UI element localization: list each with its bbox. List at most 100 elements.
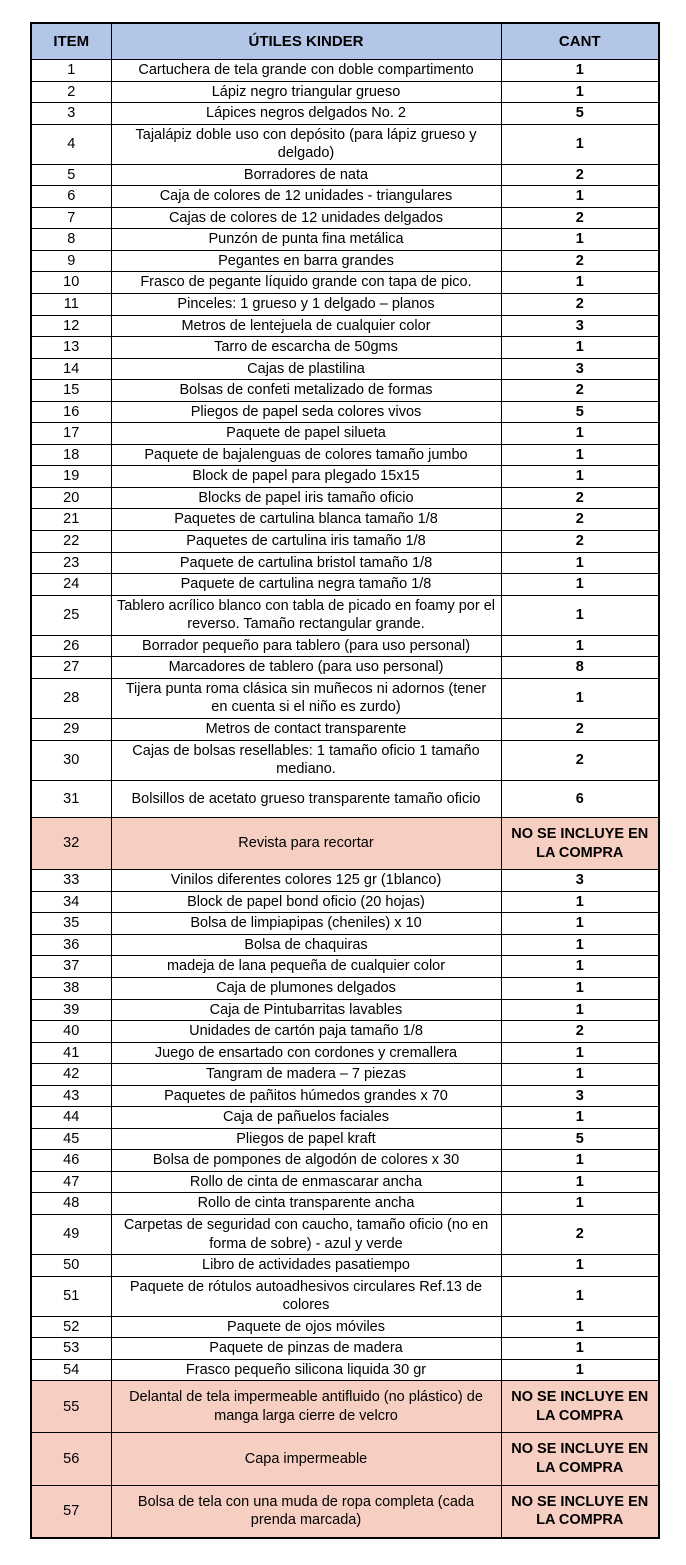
item-quantity: 2 bbox=[500, 739, 660, 781]
item-number: 33 bbox=[30, 869, 112, 892]
table-row: 12 Metros de lentejuela de cualquier colo… bbox=[30, 314, 660, 338]
item-description: Block de papel para plegado 15x15 bbox=[110, 465, 502, 488]
item-quantity: 1 bbox=[500, 123, 660, 165]
item-description: Lápiz negro triangular grueso bbox=[110, 80, 502, 104]
item-quantity: 2 bbox=[500, 1020, 660, 1043]
item-number: 24 bbox=[30, 573, 112, 596]
supply-list-table: ITEM ÚTILES KINDER CANT 1 Cartuchera de t… bbox=[30, 22, 660, 1539]
item-quantity: 1 bbox=[500, 1041, 660, 1065]
table-row: 33 Vinilos diferentes colores 125 gr (1bl… bbox=[30, 869, 660, 892]
table-row: 38 Caja de plumones delgados 1 bbox=[30, 976, 660, 1000]
item-description: Punzón de punta fina metálica bbox=[110, 228, 502, 251]
item-description: Block de papel bond oficio (20 hojas) bbox=[110, 890, 502, 914]
item-quantity: 1 bbox=[500, 1358, 660, 1382]
table-row: 24 Paquete de cartulina negra tamaño 1/8 1 bbox=[30, 573, 660, 596]
item-description: Cajas de colores de 12 unidades delgados bbox=[110, 206, 502, 230]
item-quantity: 2 bbox=[500, 508, 660, 532]
item-description: Caja de colores de 12 unidades - triangu… bbox=[110, 185, 502, 208]
item-quantity: 5 bbox=[500, 400, 660, 424]
item-number: 15 bbox=[30, 379, 112, 402]
item-quantity: 1 bbox=[500, 933, 660, 957]
table-row: 48 Rollo de cinta transparente ancha 1 bbox=[30, 1192, 660, 1215]
item-quantity: 1 bbox=[500, 1149, 660, 1172]
table-row: 23 Paquete de cartulina bristol tamaño 1/… bbox=[30, 551, 660, 575]
item-description: Metros de contact transparente bbox=[110, 717, 502, 741]
item-quantity: 1 bbox=[500, 998, 660, 1022]
item-number: 39 bbox=[30, 998, 112, 1022]
table-row: 6 Caja de colores de 12 unidades - triang… bbox=[30, 185, 660, 208]
item-description: Pegantes en barra grandes bbox=[110, 249, 502, 273]
item-quantity: 2 bbox=[500, 717, 660, 741]
item-description: Paquete de cartulina negra tamaño 1/8 bbox=[110, 573, 502, 596]
table-row: 25 Tablero acrílico blanco con tabla de p… bbox=[30, 594, 660, 636]
item-description: Tangram de madera – 7 piezas bbox=[110, 1063, 502, 1086]
table-row: 39 Caja de Pintubarritas lavables 1 bbox=[30, 998, 660, 1022]
item-quantity: 2 bbox=[500, 379, 660, 402]
item-number: 52 bbox=[30, 1315, 112, 1339]
table-row: 27 Marcadores de tablero (para uso person… bbox=[30, 656, 660, 679]
table-row: 17 Paquete de papel silueta 1 bbox=[30, 422, 660, 445]
item-description: Caja de Pintubarritas lavables bbox=[110, 998, 502, 1022]
item-number: 7 bbox=[30, 206, 112, 230]
item-number: 14 bbox=[30, 357, 112, 381]
item-description: Tijera punta roma clásica sin muñecos ni… bbox=[110, 677, 502, 719]
item-quantity: NO SE INCLUYE EN LA COMPRA bbox=[500, 817, 660, 871]
item-number: 25 bbox=[30, 594, 112, 636]
table-row: 21 Paquetes de cartulina blanca tamaño 1/… bbox=[30, 508, 660, 532]
table-row: 53 Paquete de pinzas de madera 1 bbox=[30, 1337, 660, 1360]
item-description: Bolsas de confeti metalizado de formas bbox=[110, 379, 502, 402]
item-number: 53 bbox=[30, 1337, 112, 1360]
table-row: 31 Bolsillos de acetato grueso transparen… bbox=[30, 779, 660, 819]
item-description: Paquete de cartulina bristol tamaño 1/8 bbox=[110, 551, 502, 575]
item-number: 22 bbox=[30, 530, 112, 553]
item-quantity: 1 bbox=[500, 422, 660, 445]
item-quantity: 1 bbox=[500, 573, 660, 596]
item-number: 42 bbox=[30, 1063, 112, 1086]
item-number: 46 bbox=[30, 1149, 112, 1172]
item-description: Frasco pequeño silicona liquida 30 gr bbox=[110, 1358, 502, 1382]
item-description: Cajas de plastilina bbox=[110, 357, 502, 381]
item-description: Juego de ensartado con cordones y cremal… bbox=[110, 1041, 502, 1065]
table-row: 4 Tajalápiz doble uso con depósito (para … bbox=[30, 123, 660, 165]
item-number: 6 bbox=[30, 185, 112, 208]
item-description: Rollo de cinta de enmascarar ancha bbox=[110, 1170, 502, 1194]
item-quantity: 1 bbox=[500, 185, 660, 208]
item-description: Tajalápiz doble uso con depósito (para l… bbox=[110, 123, 502, 165]
item-number: 31 bbox=[30, 779, 112, 819]
item-number: 48 bbox=[30, 1192, 112, 1215]
item-number: 34 bbox=[30, 890, 112, 914]
table-row: 10 Frasco de pegante líquido grande con t… bbox=[30, 271, 660, 295]
item-number: 3 bbox=[30, 102, 112, 125]
item-quantity: 6 bbox=[500, 779, 660, 819]
item-quantity: NO SE INCLUYE EN LA COMPRA bbox=[500, 1432, 660, 1486]
item-number: 43 bbox=[30, 1084, 112, 1108]
item-description: Frasco de pegante líquido grande con tap… bbox=[110, 271, 502, 295]
item-number: 44 bbox=[30, 1106, 112, 1129]
item-number: 49 bbox=[30, 1213, 112, 1256]
item-number: 10 bbox=[30, 271, 112, 295]
item-description: Bolsa de limpiapipas (cheniles) x 10 bbox=[110, 912, 502, 935]
item-quantity: 2 bbox=[500, 530, 660, 553]
item-description: Borrador pequeño para tablero (para uso … bbox=[110, 634, 502, 658]
item-description: Bolsa de pompones de algodón de colores … bbox=[110, 1149, 502, 1172]
table-row: 57 Bolsa de tela con una muda de ropa com… bbox=[30, 1484, 660, 1539]
item-number: 21 bbox=[30, 508, 112, 532]
header-cant: CANT bbox=[500, 22, 660, 60]
table-row: 42 Tangram de madera – 7 piezas 1 bbox=[30, 1063, 660, 1086]
table-row: 34 Block de papel bond oficio (20 hojas) 1 bbox=[30, 890, 660, 914]
table-row: 55 Delantal de tela impermeable antifluid… bbox=[30, 1380, 660, 1434]
item-number: 9 bbox=[30, 249, 112, 273]
table-row: 52 Paquete de ojos móviles 1 bbox=[30, 1315, 660, 1339]
table-row: 29 Metros de contact transparente 2 bbox=[30, 717, 660, 741]
item-description: Cajas de bolsas resellables: 1 tamaño of… bbox=[110, 739, 502, 781]
table-row: 20 Blocks de papel iris tamaño oficio 2 bbox=[30, 486, 660, 510]
item-number: 5 bbox=[30, 163, 112, 187]
item-number: 45 bbox=[30, 1127, 112, 1151]
item-number: 20 bbox=[30, 486, 112, 510]
item-quantity: 1 bbox=[500, 1063, 660, 1086]
item-description: Libro de actividades pasatiempo bbox=[110, 1254, 502, 1277]
table-row: 19 Block de papel para plegado 15x15 1 bbox=[30, 465, 660, 488]
table-row: 16 Pliegos de papel seda colores vivos 5 bbox=[30, 400, 660, 424]
table-row: 56 Capa impermeable NO SE INCLUYE EN LA CO… bbox=[30, 1432, 660, 1486]
item-number: 40 bbox=[30, 1020, 112, 1043]
